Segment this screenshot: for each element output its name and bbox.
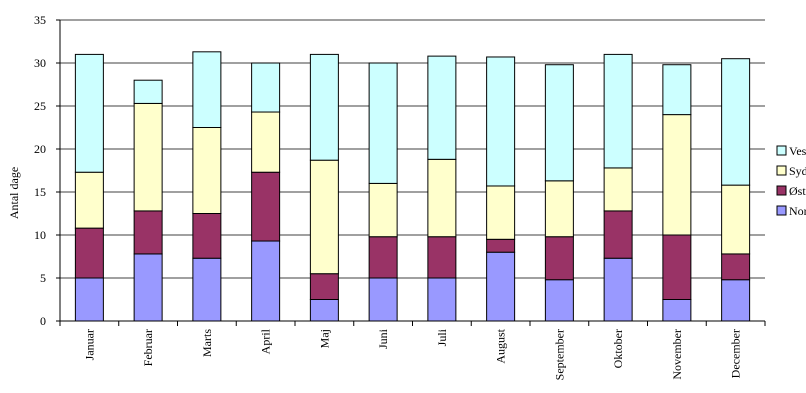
bar-segment-øst <box>251 171 281 242</box>
bar-segment-øst <box>603 210 633 259</box>
y-tick-label: 35 <box>34 13 46 27</box>
x-tick-label: September <box>552 329 566 380</box>
bar-segment-vest <box>721 58 751 186</box>
legend-label: Vest <box>789 144 806 158</box>
bar-segment-syd <box>133 102 163 212</box>
bar-segment-vest <box>368 62 398 184</box>
grid-layer <box>60 19 765 279</box>
y-tick-label: 10 <box>34 228 46 242</box>
bar-segment-øst <box>368 236 398 279</box>
bar-segment-øst <box>544 236 574 281</box>
legend: Vest Syd Øst Nord <box>776 144 806 218</box>
legend-swatch <box>776 205 787 216</box>
bar-segment-vest <box>133 79 163 104</box>
bar-segment-syd <box>603 167 633 212</box>
x-tick-label: Juni <box>376 328 390 349</box>
y-tick-label: 15 <box>34 185 46 199</box>
bar-segment-vest <box>603 53 633 169</box>
x-tick-label: Juli <box>435 328 449 346</box>
x-tick-label: August <box>494 328 508 363</box>
bar-segment-vest <box>251 62 281 113</box>
y-tick-label: 30 <box>34 56 46 70</box>
y-tick-label: 0 <box>40 314 46 328</box>
x-tick-label: November <box>670 329 684 380</box>
bar-segment-vest <box>309 53 339 161</box>
bars-layer <box>74 51 751 322</box>
bar-segment-syd <box>368 182 398 238</box>
bar-segment-øst <box>486 238 516 253</box>
bar-segment-vest <box>486 56 516 187</box>
bar-segment-nord <box>486 251 516 322</box>
x-tick-label: Januar <box>82 329 96 360</box>
x-tick-label: Maj <box>317 329 331 348</box>
bar-segment-nord <box>133 253 163 322</box>
bar-segment-nord <box>251 240 281 322</box>
legend-label: Nord <box>789 204 806 218</box>
bar-segment-nord <box>74 277 104 322</box>
bar-segment-syd <box>251 111 281 173</box>
legend-swatch <box>776 185 787 196</box>
bar-segment-syd <box>192 127 222 214</box>
bar-segment-øst <box>309 273 339 301</box>
bar-segment-øst <box>133 210 163 255</box>
bar-segment-nord <box>309 299 339 322</box>
axes-layer: 0 5 10 15 20 25 30 35 Januar Februar Marts April Maj… <box>34 13 766 380</box>
bar-segment-vest <box>662 64 692 116</box>
bar-segment-syd <box>427 158 457 238</box>
y-tick-label: 25 <box>34 99 46 113</box>
x-tick-label: Februar <box>141 329 155 366</box>
bar-segment-nord <box>427 277 457 322</box>
bar-segment-nord <box>721 279 751 322</box>
y-tick-label: 5 <box>40 271 46 285</box>
bar-segment-øst <box>721 253 751 281</box>
bar-segment-syd <box>74 171 104 229</box>
bar-segment-vest <box>192 51 222 128</box>
x-tick-label: Oktober <box>611 329 625 368</box>
legend-swatch <box>776 165 787 176</box>
x-tick-label: April <box>259 328 273 354</box>
x-tick-label: December <box>729 329 743 378</box>
bar-segment-syd <box>309 159 339 275</box>
bar-segment-syd <box>721 184 751 255</box>
y-axis-label: Antal dage <box>7 167 21 219</box>
bar-segment-øst <box>192 213 222 259</box>
legend-swatch <box>776 145 787 156</box>
bar-segment-øst <box>427 236 457 279</box>
bar-segment-nord <box>544 279 574 322</box>
bar-segment-nord <box>192 257 222 322</box>
x-tick-label: Marts <box>200 329 214 357</box>
bar-segment-øst <box>74 227 104 279</box>
bar-segment-øst <box>662 234 692 300</box>
bar-segment-nord <box>368 277 398 322</box>
bar-segment-vest <box>74 53 104 173</box>
bar-segment-syd <box>662 114 692 236</box>
bar-segment-nord <box>603 257 633 322</box>
legend-label: Øst <box>789 184 806 198</box>
bar-segment-vest <box>544 64 574 182</box>
bar-segment-syd <box>486 185 516 240</box>
bar-segment-nord <box>662 299 692 322</box>
bar-segment-syd <box>544 180 574 238</box>
legend-label: Syd <box>789 164 806 178</box>
bar-segment-vest <box>427 55 457 160</box>
y-tick-label: 20 <box>34 142 46 156</box>
